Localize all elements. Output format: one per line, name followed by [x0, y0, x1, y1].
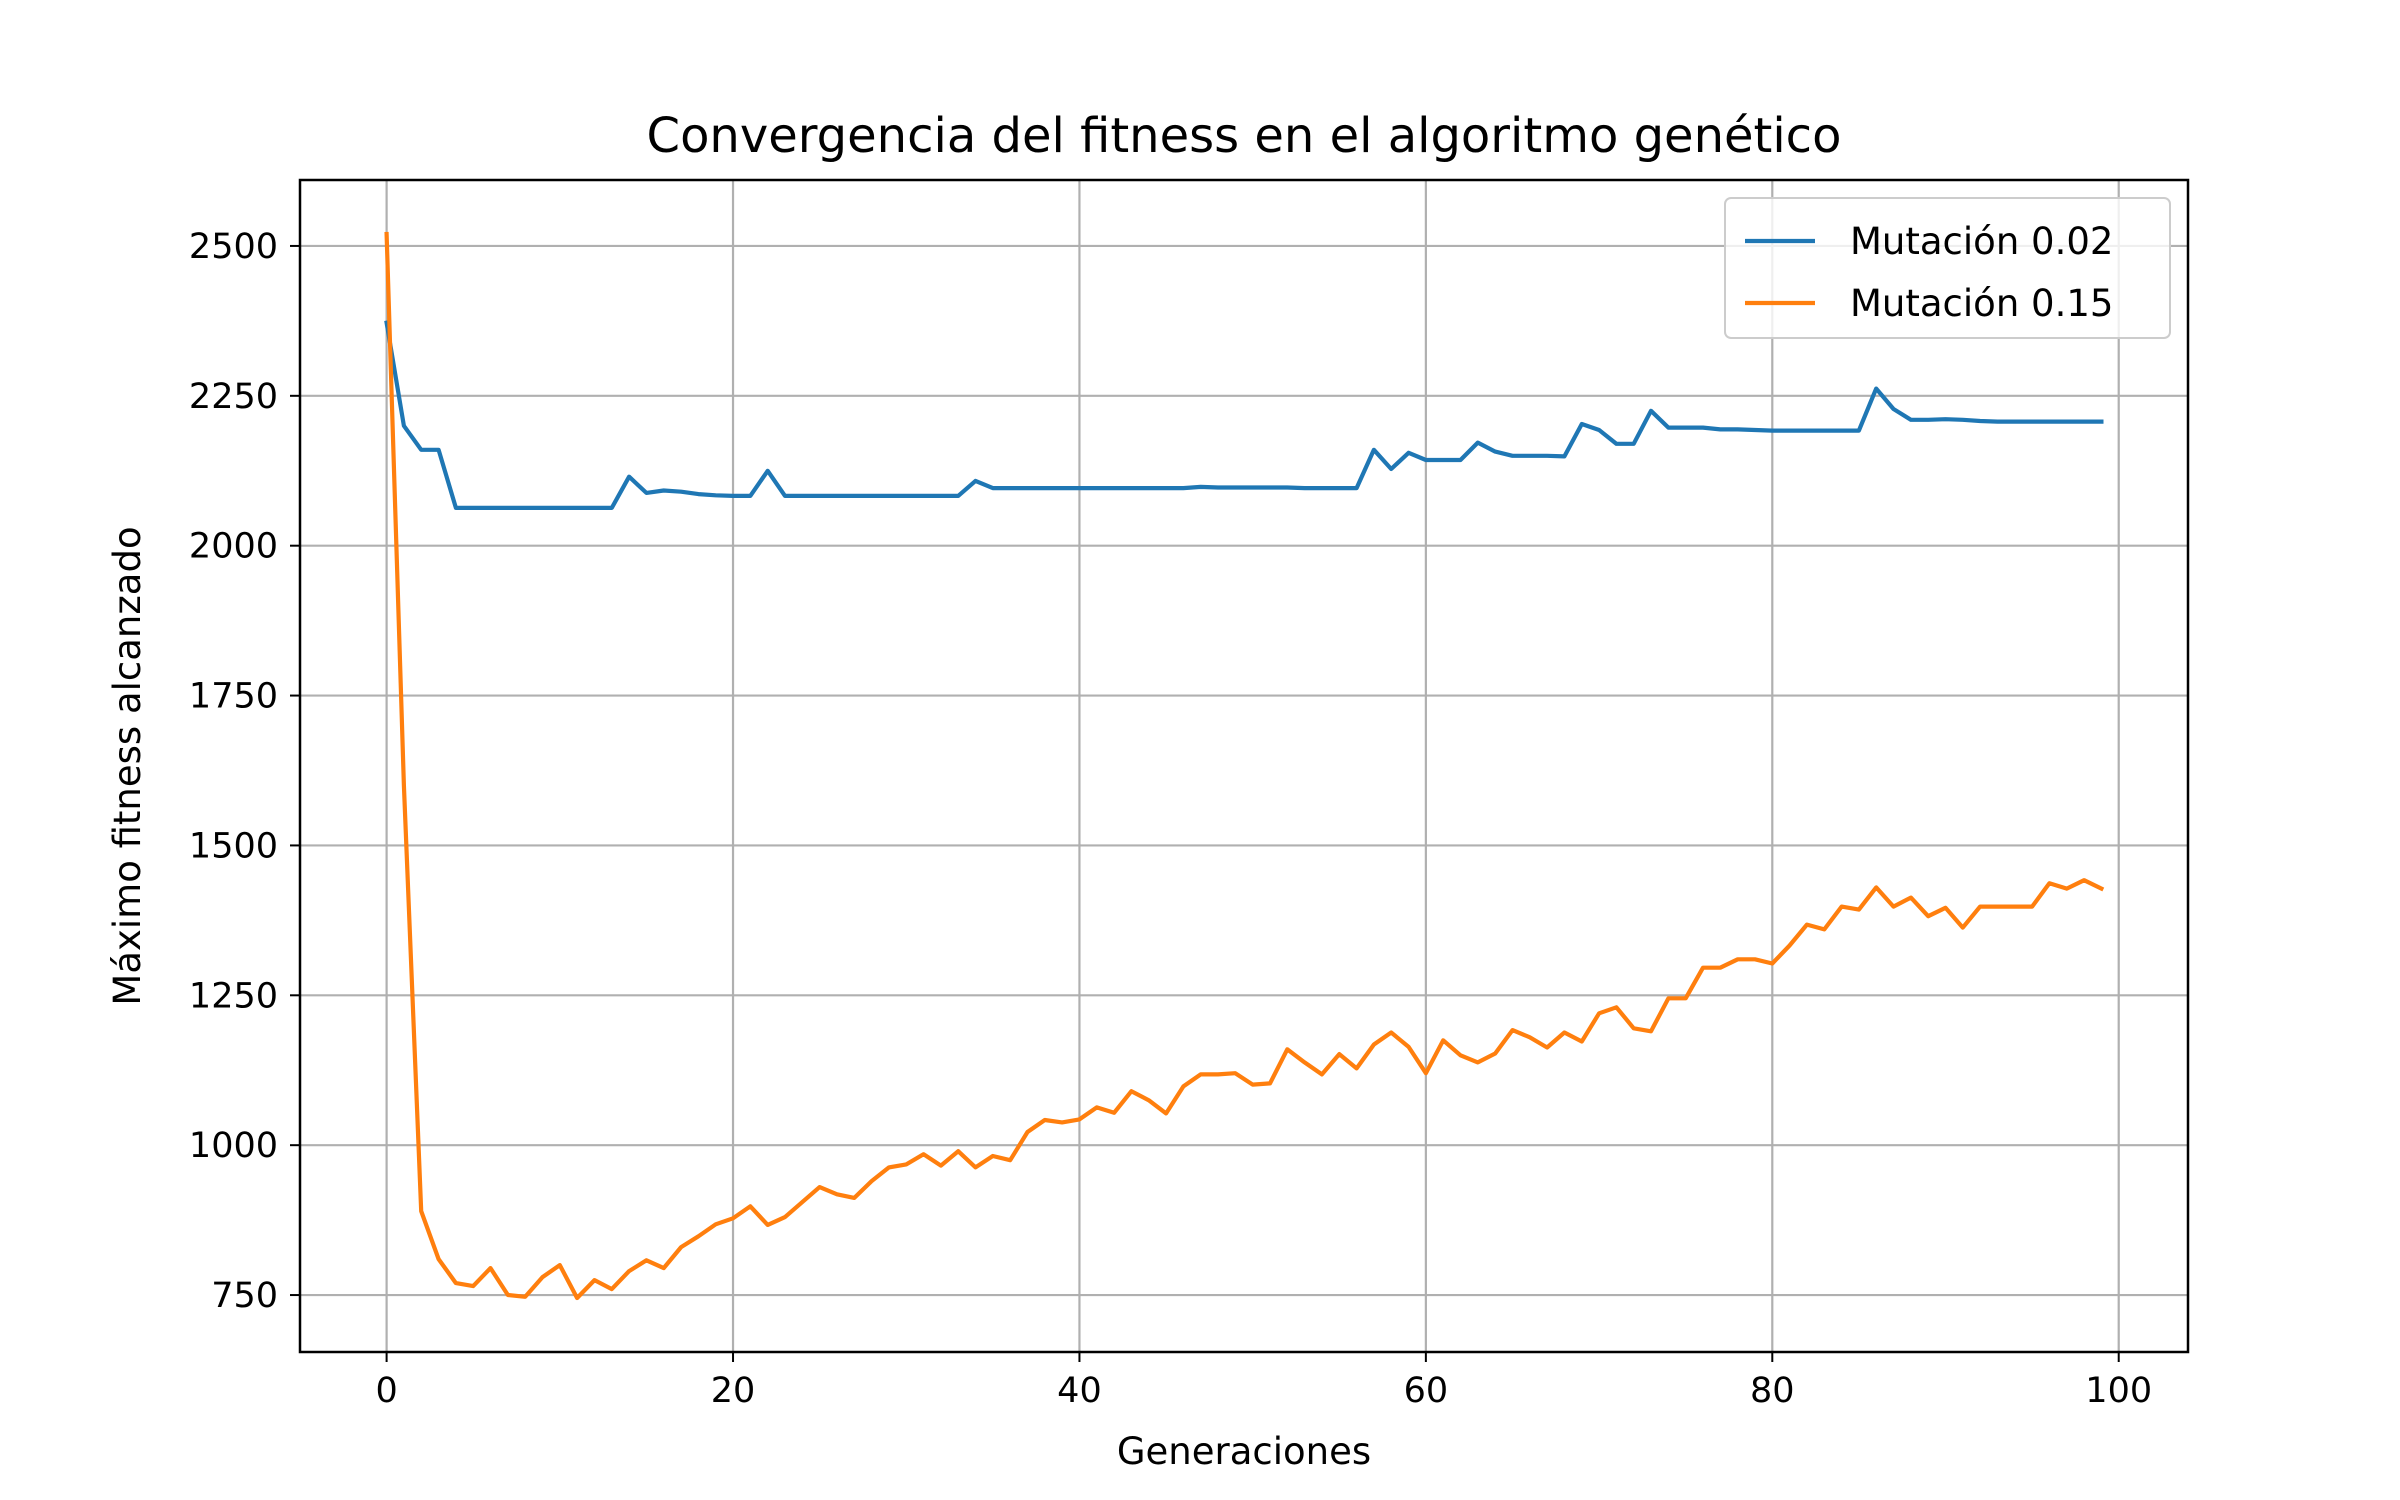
x-tick-label: 20: [711, 1371, 756, 1411]
x-tick-label: 40: [1057, 1371, 1102, 1411]
legend-label-2: Mutación 0.15: [1850, 282, 2113, 325]
x-tick-label: 80: [1750, 1371, 1795, 1411]
y-tick-label: 1500: [189, 826, 278, 866]
x-tick-label: 60: [1404, 1371, 1449, 1411]
y-axis-label: Máximo fitness alcanzado: [106, 526, 149, 1005]
y-tick-label: 1250: [189, 976, 278, 1016]
legend: Mutación 0.02 Mutación 0.15: [1725, 198, 2170, 338]
y-tick-label: 2500: [189, 227, 278, 267]
y-tick-label: 2250: [189, 377, 278, 417]
y-tick-label: 2000: [189, 527, 278, 567]
y-tick-label: 1000: [189, 1126, 278, 1166]
legend-label-1: Mutación 0.02: [1850, 220, 2113, 263]
y-tick-label: 750: [211, 1276, 278, 1316]
chart-title: Convergencia del fitness en el algoritmo…: [647, 108, 1842, 164]
y-tick-label: 1750: [189, 677, 278, 717]
x-tick-label: 100: [2085, 1371, 2152, 1411]
x-axis-label: Generaciones: [1117, 1430, 1371, 1473]
x-tick-label: 0: [375, 1371, 397, 1411]
